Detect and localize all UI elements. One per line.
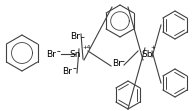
Text: Sn: Sn (69, 50, 81, 58)
Text: –: – (73, 64, 76, 73)
Text: Br: Br (112, 59, 122, 68)
Text: Br: Br (70, 32, 80, 41)
Text: –: – (121, 57, 125, 66)
Text: –: – (81, 34, 84, 43)
Text: –: – (56, 48, 60, 56)
Text: Br: Br (62, 66, 72, 75)
Text: Sb: Sb (141, 50, 152, 58)
Text: +: + (150, 45, 155, 50)
Text: +4: +4 (82, 45, 90, 50)
Text: Br: Br (46, 50, 56, 58)
